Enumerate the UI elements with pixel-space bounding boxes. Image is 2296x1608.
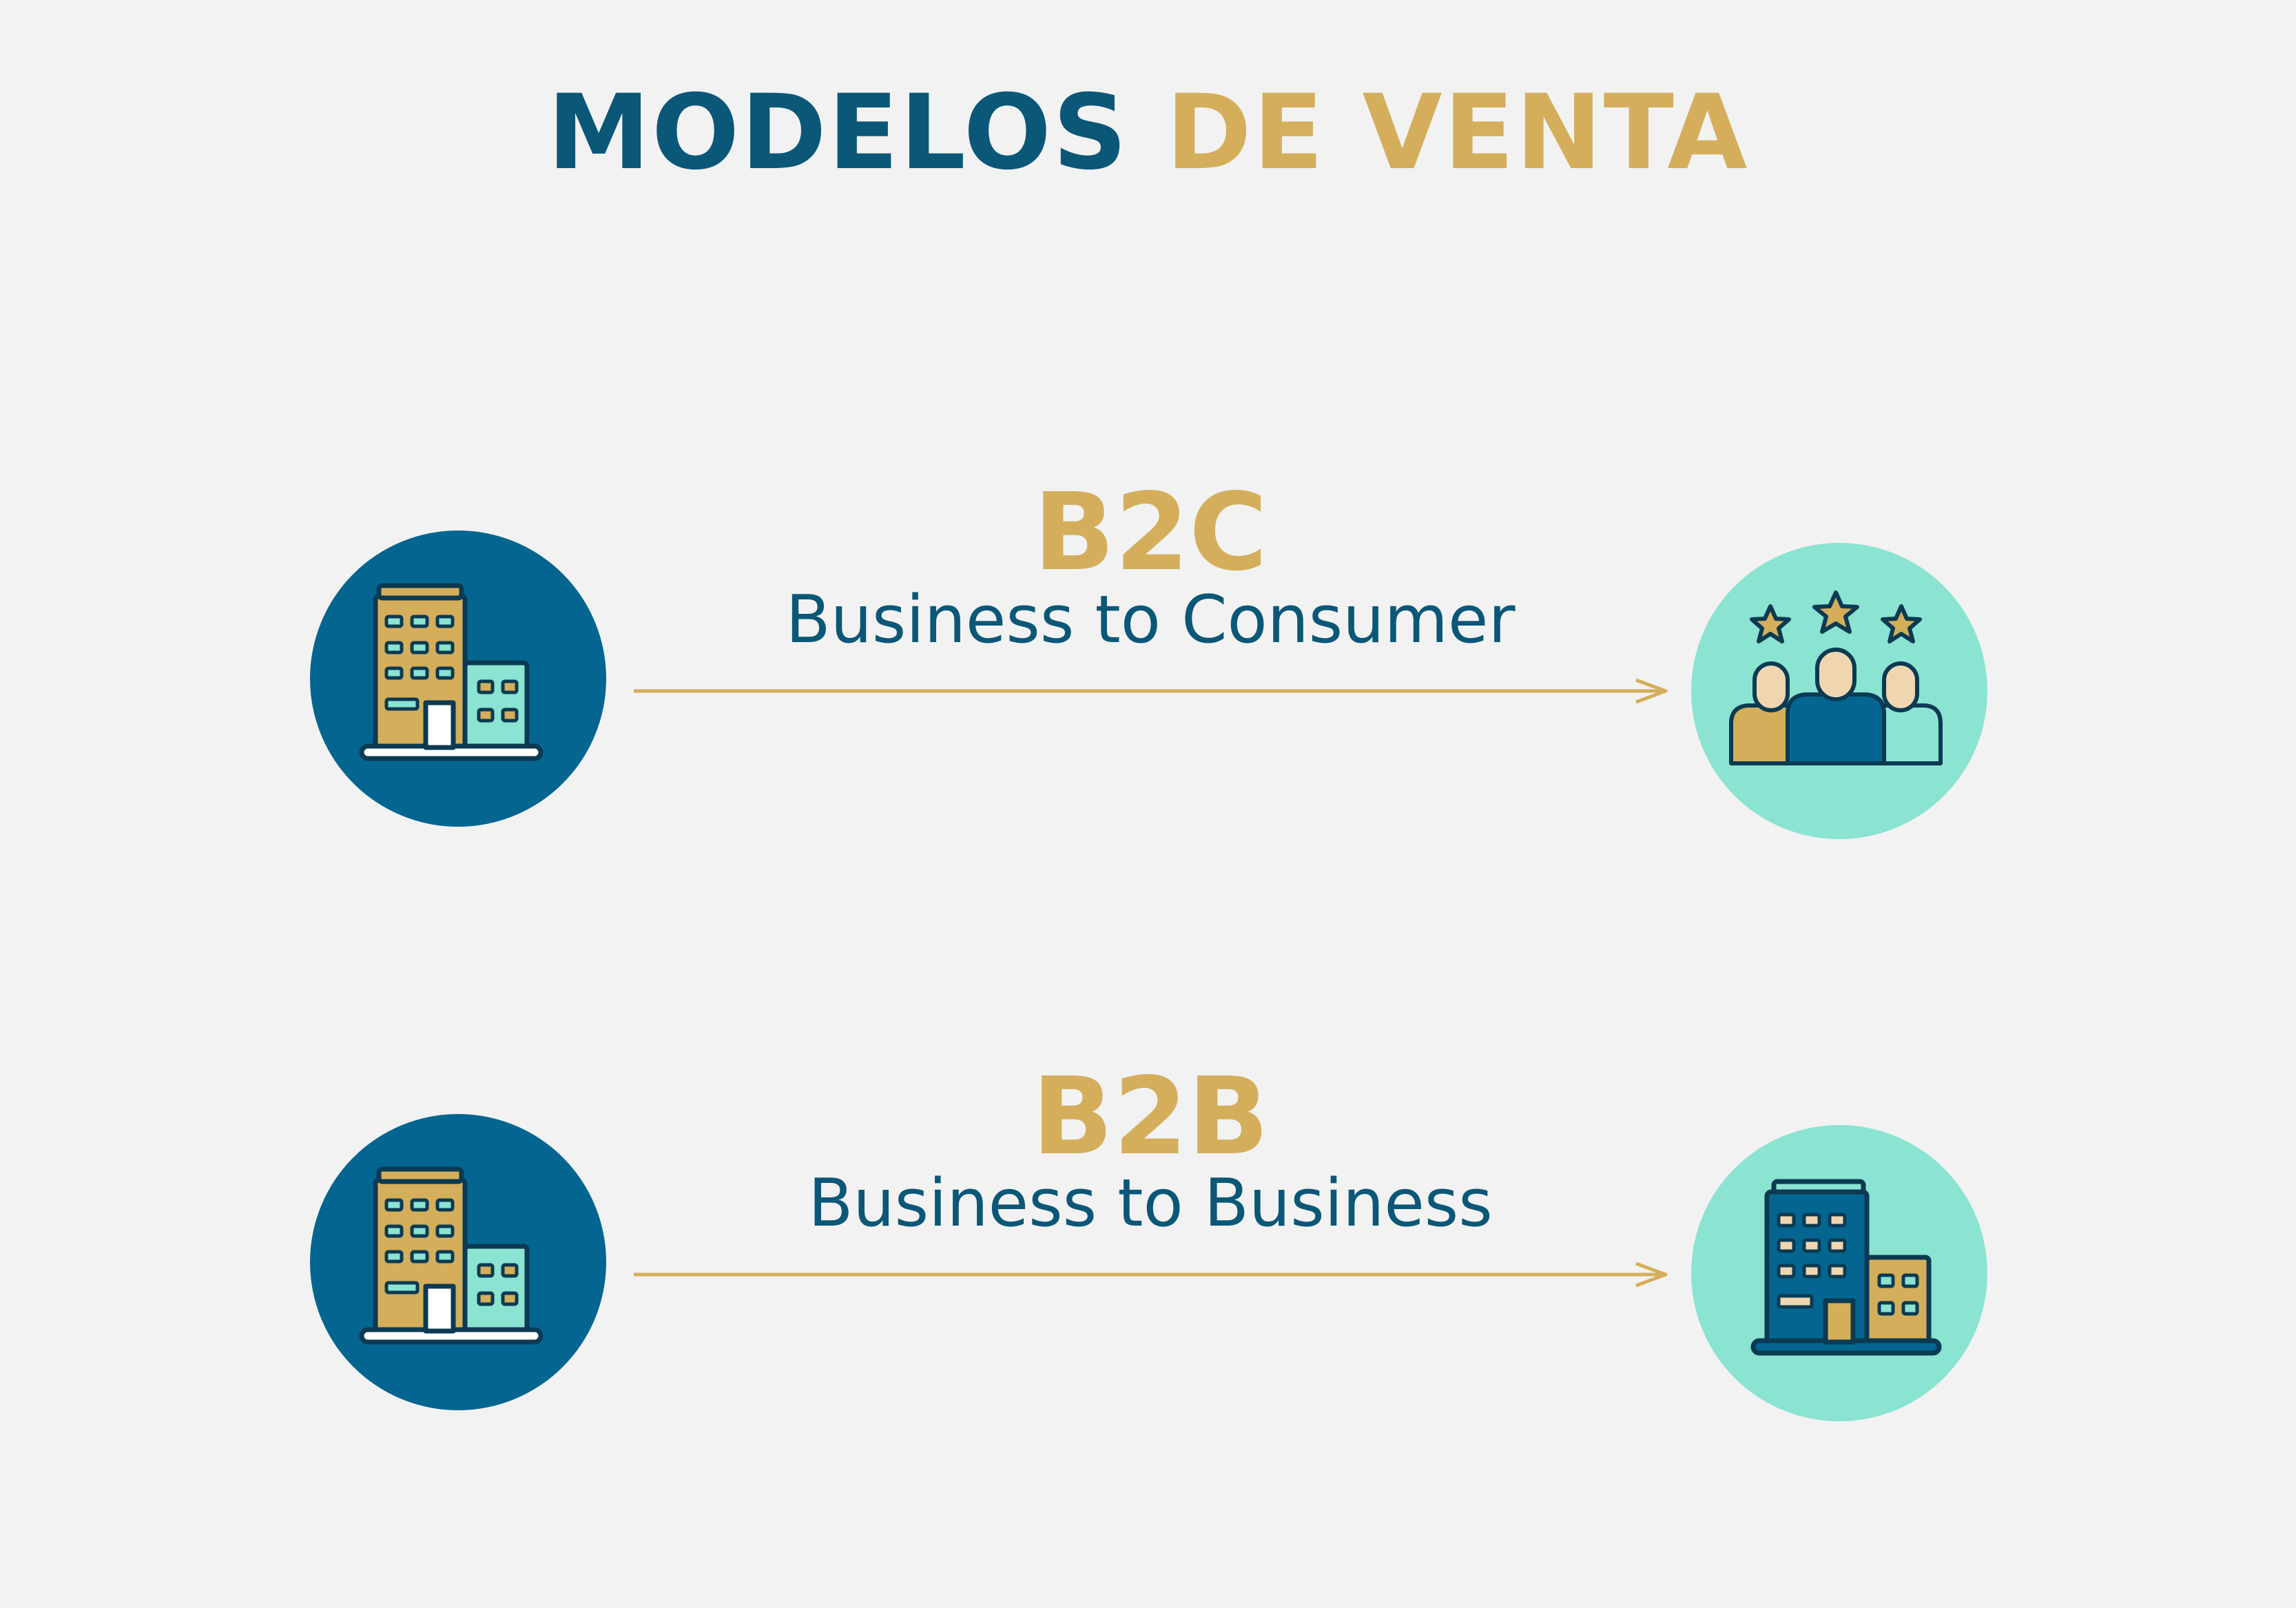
model-code: B2B <box>1031 1054 1270 1179</box>
title-part-2: DE VENTA <box>1166 73 1749 193</box>
title-part-1: MODELOS <box>547 73 1129 193</box>
arrow-b2b <box>634 1261 1668 1288</box>
business-target-circle <box>1691 1125 1987 1421</box>
consumer-target-circle <box>1691 543 1987 839</box>
business-buildings-icon <box>359 1166 544 1345</box>
rated-customers-icon <box>1729 590 1943 765</box>
model-full-name: Business to Consumer <box>785 582 1516 658</box>
model-full-name: Business to Business <box>808 1166 1493 1241</box>
model-code: B2C <box>1033 470 1268 595</box>
arrow-b2c <box>634 678 1668 704</box>
page-title: MODELOS DE VENTA <box>0 81 2296 185</box>
business-buildings-icon <box>359 583 544 761</box>
office-buildings-icon <box>1750 1179 1942 1356</box>
business-source-circle <box>310 1114 606 1410</box>
business-source-circle <box>310 530 606 827</box>
